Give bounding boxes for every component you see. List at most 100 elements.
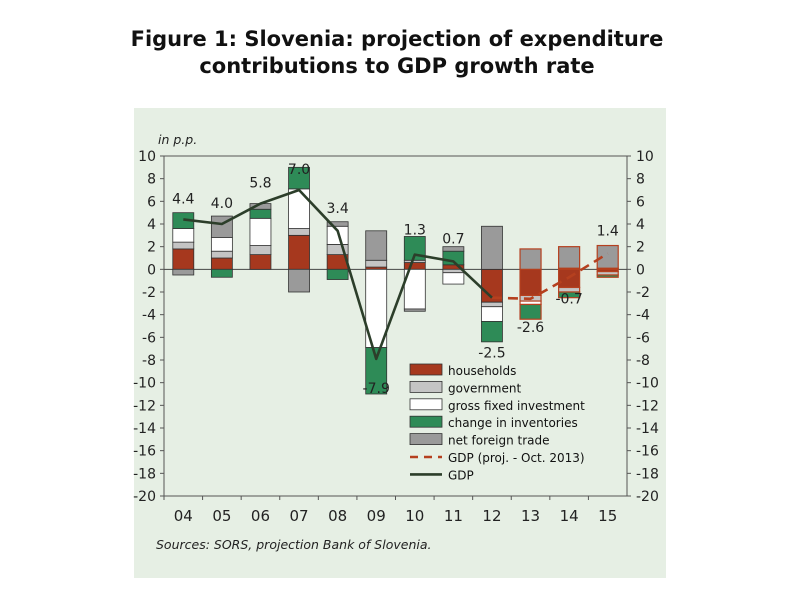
data-label: 4.4 <box>172 191 194 207</box>
data-label: 4.0 <box>211 196 233 212</box>
title-line-2: contributions to GDP growth rate <box>199 54 595 78</box>
chart-title: Figure 1: Slovenia: projection of expend… <box>0 26 794 80</box>
y-tick-label-right: 8 <box>636 172 645 188</box>
y-tick-label-left: 8 <box>147 172 156 188</box>
chart-panel <box>134 108 666 578</box>
y-tick-label-left: -10 <box>133 376 156 392</box>
legend-label: gross fixed investment <box>448 399 585 413</box>
legend-swatch <box>409 363 443 376</box>
bar-segment <box>365 230 388 261</box>
data-label: -0.7 <box>555 291 582 307</box>
bar-segment <box>326 268 349 280</box>
data-label: -2.5 <box>478 346 505 362</box>
bar-segment <box>519 248 542 270</box>
y-tick-label-left: 6 <box>147 194 156 210</box>
data-label: 0.7 <box>442 231 464 247</box>
x-tick-label: 07 <box>289 507 308 525</box>
bar-segment <box>210 250 233 259</box>
y-tick-label-right: -20 <box>636 489 659 505</box>
x-tick-label: 08 <box>328 507 347 525</box>
legend-swatch <box>409 415 443 428</box>
bar-segment <box>365 347 388 395</box>
bar-segment <box>519 303 542 320</box>
x-tick-label: 13 <box>521 507 540 525</box>
bar-segment <box>558 291 581 299</box>
x-tick-label: 10 <box>405 507 424 525</box>
bar-segment <box>403 262 426 270</box>
data-label: 5.8 <box>249 176 271 192</box>
legend-label: net foreign trade <box>448 434 550 448</box>
bar-segment <box>481 306 503 322</box>
title-line-1: Figure 1: Slovenia: projection of expend… <box>130 27 664 51</box>
bar-segment <box>172 241 195 250</box>
bar-segment <box>596 274 619 278</box>
legend-label: households <box>448 364 516 378</box>
y-tick-label-left: -2 <box>142 285 156 301</box>
y-tick-label-right: -8 <box>636 353 650 369</box>
x-tick-label: 06 <box>251 507 270 525</box>
bar-segment <box>481 301 503 308</box>
data-label: 1.3 <box>404 223 426 239</box>
bar-segment <box>481 225 503 270</box>
source-note: Sources: SORS, projection Bank of Sloven… <box>156 537 431 552</box>
y-tick-label-right: -10 <box>636 376 659 392</box>
bar-segment <box>365 259 388 268</box>
bar-segment <box>288 234 310 270</box>
bar-segment <box>288 188 310 229</box>
bar-segment <box>596 244 619 269</box>
y-tick-label-left: -16 <box>133 444 156 460</box>
y-tick-label-left: -20 <box>133 489 156 505</box>
bar-segment <box>442 246 465 252</box>
legend-label: government <box>448 381 521 395</box>
bar-segment <box>172 268 195 276</box>
y-tick-label-right: -16 <box>636 444 659 460</box>
plot-frame <box>163 155 628 497</box>
bar-segment <box>558 246 581 269</box>
x-tick-label: 14 <box>560 507 579 525</box>
data-label: 1.4 <box>597 223 619 239</box>
legend-swatch <box>409 380 443 393</box>
y-tick-label-right: -4 <box>636 308 650 324</box>
x-tick-label: 05 <box>212 507 231 525</box>
x-tick-label: 12 <box>482 507 501 525</box>
data-label: -7.9 <box>363 381 390 397</box>
gdp-line <box>183 188 493 361</box>
y-tick-label-right: -6 <box>636 330 650 346</box>
y-tick-label-right: 6 <box>636 194 645 210</box>
bar-segment <box>249 245 272 256</box>
y-tick-label-left: -6 <box>142 330 156 346</box>
y-tick-label-left: 0 <box>147 262 156 278</box>
data-label: 3.4 <box>326 201 348 217</box>
y-tick-label-right: -12 <box>636 398 659 414</box>
x-tick-label: 15 <box>598 507 617 525</box>
x-tick-label: 04 <box>174 507 193 525</box>
y-tick-label-right: -2 <box>636 285 650 301</box>
y-tick-label-left: -18 <box>133 466 156 482</box>
bar-segment <box>249 254 272 270</box>
legend-label: change in inventories <box>448 416 578 430</box>
y-tick-label-left: -14 <box>133 421 156 437</box>
y-tick-label-left: 10 <box>138 149 156 165</box>
y-tick-label-right: 10 <box>636 149 654 165</box>
bar-segment <box>519 268 542 297</box>
legend-swatch <box>409 398 443 411</box>
bar-segment <box>249 208 272 219</box>
bar-segment <box>403 308 426 312</box>
legend-swatch <box>409 433 443 446</box>
y-tick-label-left: -4 <box>142 308 156 324</box>
x-tick-label: 09 <box>367 507 386 525</box>
x-tick-label: 11 <box>444 507 463 525</box>
bar-segment <box>172 228 195 243</box>
y-tick-label-right: 0 <box>636 262 645 278</box>
unit-label: in p.p. <box>158 132 197 147</box>
y-tick-label-right: 2 <box>636 240 645 256</box>
bar-segment <box>210 268 233 278</box>
bar-segment <box>210 257 233 270</box>
data-label: -2.6 <box>517 320 544 336</box>
bar-segment <box>249 217 272 246</box>
data-label: 7.0 <box>288 162 310 178</box>
y-tick-label-left: -8 <box>142 353 156 369</box>
bar-segment <box>172 248 195 270</box>
y-tick-label-left: 4 <box>147 217 156 233</box>
bar-segment <box>326 221 349 227</box>
